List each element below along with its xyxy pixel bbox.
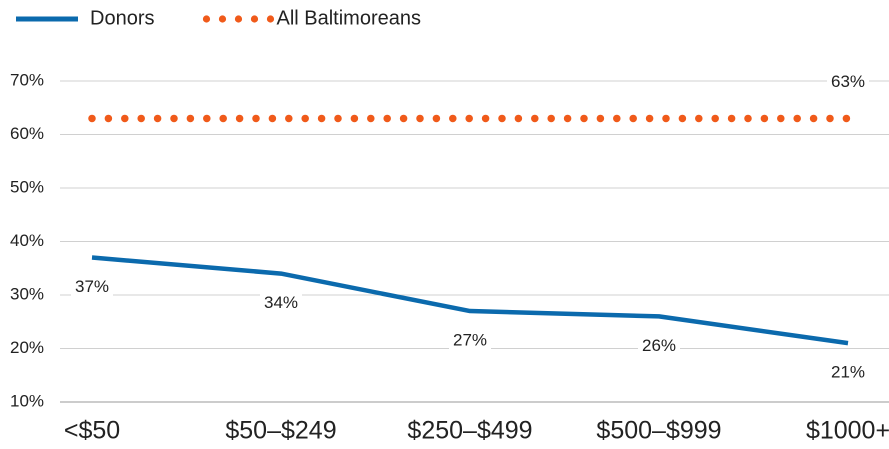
legend-swatch [234,15,243,23]
legend-swatch [250,15,259,23]
label-background [637,335,681,358]
label-background [826,71,870,94]
label-background [259,292,303,315]
data-label: 27% [453,331,487,350]
label-background [448,330,492,353]
data-label: 34% [264,293,298,312]
y-tick-label: 30% [10,284,44,303]
data-label: 37% [75,277,109,296]
x-tick-label: <$50 [64,417,120,445]
legend-swatch [266,15,275,23]
data-label: 63% [831,72,865,91]
y-tick-label: 50% [10,177,44,196]
legend-label: All Baltimoreans [276,7,421,29]
x-tick-label: $500–$999 [596,417,721,445]
legend-swatch [218,15,227,23]
data-label: 21% [831,363,865,382]
y-tick-label: 60% [10,124,44,143]
legend-label: Donors [90,7,154,29]
x-tick-label: $50–$249 [225,417,336,445]
legend-swatch [202,15,211,23]
x-tick-label: $250–$499 [407,417,532,445]
data-label: 26% [642,336,676,355]
series-line [91,255,849,346]
label-background [70,276,114,299]
label-background [826,362,870,385]
y-tick-label: 70% [10,70,44,89]
y-tick-label: 20% [10,338,44,357]
y-tick-label: 10% [10,391,44,410]
x-tick-label: $1000+ [806,417,889,445]
y-tick-label: 40% [10,231,44,250]
